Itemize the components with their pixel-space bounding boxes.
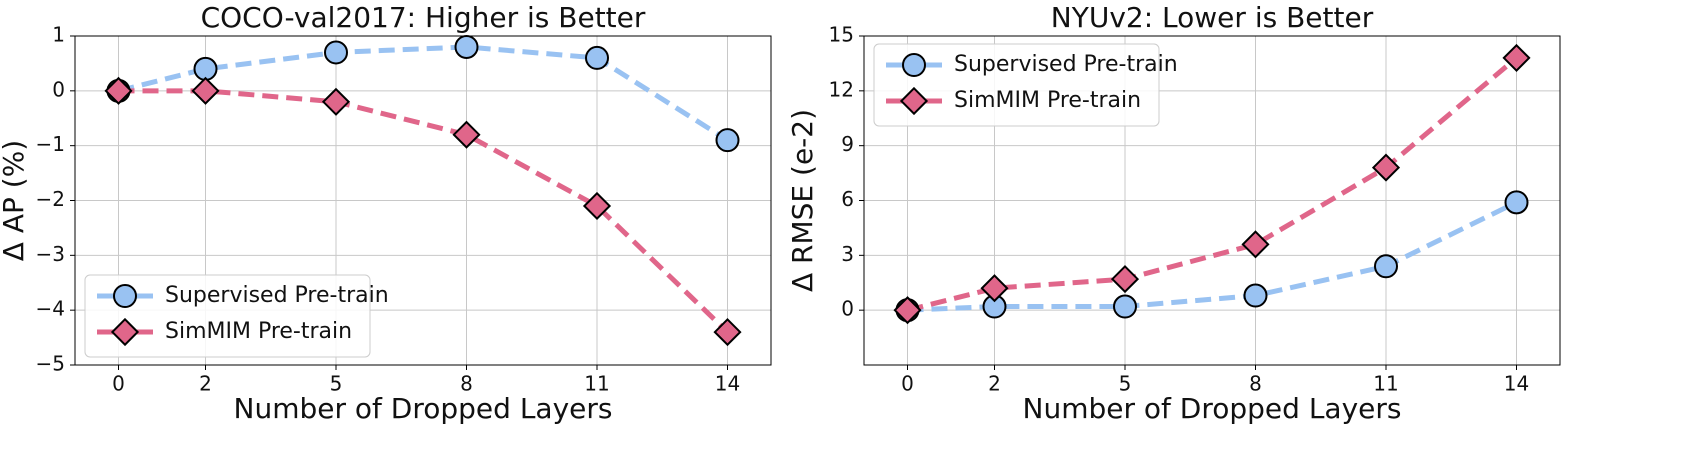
y-tick-label: 3 — [841, 242, 854, 266]
marker — [452, 120, 481, 149]
marker — [980, 274, 1009, 303]
marker — [193, 56, 218, 81]
marker — [113, 284, 137, 308]
x-tick-label: 14 — [715, 372, 740, 396]
legend-label: SimMIM Pre-train — [954, 88, 1141, 113]
marker — [1504, 190, 1529, 215]
legend-box — [84, 274, 371, 358]
y-tick-label: −3 — [36, 242, 65, 266]
marker — [1243, 283, 1268, 308]
marker — [324, 40, 348, 65]
marker — [585, 45, 609, 70]
y-tick-label: 1 — [52, 23, 65, 47]
y-tick-label: 0 — [52, 77, 65, 101]
y-tick-label: 15 — [829, 23, 854, 47]
marker — [713, 318, 742, 347]
chart-title: NYUv2: Lower is Better — [1051, 1, 1374, 34]
x-tick-label: 14 — [1504, 372, 1529, 396]
legend: Supervised Pre-train SimMIM Pre-train — [84, 274, 389, 358]
series-line — [117, 44, 729, 143]
plot-frame — [74, 35, 772, 366]
series-line — [907, 200, 1518, 313]
x-tick-label: 2 — [988, 372, 1001, 396]
marker — [715, 128, 740, 153]
legend-box — [873, 43, 1160, 127]
marker — [893, 296, 922, 325]
marker — [582, 191, 612, 221]
plot-frame — [863, 35, 1561, 366]
marker — [1110, 265, 1140, 294]
marker — [104, 76, 133, 105]
marker — [899, 86, 929, 116]
y-axis-label: Δ AP (%) — [0, 140, 30, 261]
x-tick-label: 2 — [199, 372, 212, 396]
x-axis-label: Number of Dropped Layers — [234, 392, 613, 425]
marker — [1374, 254, 1398, 279]
y-tick-label: −1 — [36, 132, 65, 156]
x-tick-label: 5 — [330, 372, 343, 396]
x-axis-label: Number of Dropped Layers — [1023, 392, 1402, 425]
marker — [1502, 43, 1531, 72]
x-tick-label: 0 — [112, 372, 125, 396]
y-tick-label: 12 — [829, 77, 854, 101]
legend-label: Supervised Pre-train — [954, 52, 1178, 77]
x-tick-label: 11 — [584, 372, 609, 396]
x-tick-label: 11 — [1373, 372, 1398, 396]
y-tick-label: −4 — [36, 297, 65, 321]
y-axis-label: Δ RMSE (e-2) — [786, 109, 819, 292]
legend-label: Supervised Pre-train — [165, 283, 389, 308]
legend: Supervised Pre-train SimMIM Pre-train — [873, 43, 1178, 127]
y-tick-label: 0 — [841, 297, 854, 321]
x-tick-label: 8 — [460, 372, 473, 396]
marker — [902, 53, 926, 77]
legend-label: SimMIM Pre-train — [165, 319, 352, 344]
marker — [321, 87, 351, 116]
marker — [454, 34, 479, 59]
x-tick-label: 5 — [1119, 372, 1132, 396]
y-tick-label: 6 — [841, 187, 854, 211]
marker — [1241, 230, 1270, 259]
y-tick-label: 9 — [841, 132, 854, 156]
series-line — [118, 88, 730, 334]
series-line — [906, 56, 1519, 313]
marker — [191, 76, 220, 105]
marker — [1113, 294, 1137, 319]
y-tick-label: −2 — [36, 187, 65, 211]
marker — [1371, 153, 1401, 182]
marker — [110, 317, 140, 347]
x-tick-label: 8 — [1249, 372, 1262, 396]
chart-title: COCO-val2017: Higher is Better — [201, 1, 646, 34]
x-tick-label: 0 — [901, 372, 914, 396]
y-tick-label: −5 — [36, 352, 65, 376]
